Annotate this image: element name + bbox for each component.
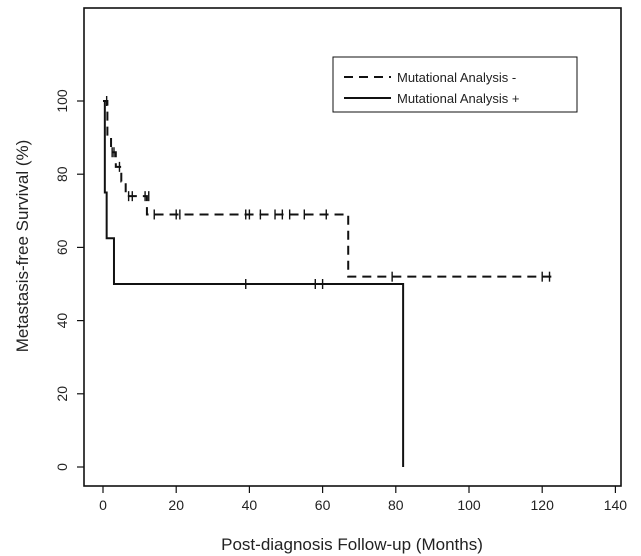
series-line-mutational-analysis-positive	[103, 100, 405, 467]
legend-label-mutational-analysis-negative: Mutational Analysis -	[397, 70, 516, 85]
legend-box	[332, 56, 578, 113]
x-tick-label-20: 20	[168, 497, 184, 513]
y-tick-label-40: 40	[54, 313, 70, 329]
x-tick-label-80: 80	[388, 497, 404, 513]
x-tick-label-120: 120	[531, 497, 555, 513]
x-tick-label-60: 60	[315, 497, 331, 513]
legend: Mutational Analysis - Mutational Analysi…	[332, 56, 578, 113]
y-tick-label-100: 100	[54, 89, 70, 113]
legend-label-mutational-analysis-positive: Mutational Analysis +	[397, 91, 519, 106]
y-tick-label-20: 20	[54, 386, 70, 402]
x-tick-label-40: 40	[242, 497, 258, 513]
x-axis-title: Post-diagnosis Follow-up (Months)	[221, 535, 483, 554]
x-tick-label-0: 0	[99, 497, 107, 513]
series-layer	[103, 96, 554, 467]
x-tick-label-100: 100	[457, 497, 481, 513]
y-axis-title: Metastasis-free Survival (%)	[13, 140, 32, 353]
y-tick-label-80: 80	[54, 166, 70, 182]
series-line-mutational-analysis-negative	[103, 100, 554, 278]
axes: 0 20 40 60 80 100 120 140 0 20 40 60 80 100	[54, 89, 627, 513]
x-tick-label-140: 140	[604, 497, 628, 513]
y-tick-label-60: 60	[54, 239, 70, 255]
y-tick-label-0: 0	[54, 463, 70, 471]
